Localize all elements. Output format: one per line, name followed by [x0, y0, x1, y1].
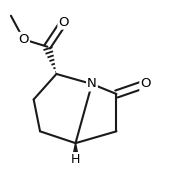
- Text: O: O: [18, 33, 29, 46]
- Text: N: N: [87, 77, 97, 90]
- Text: H: H: [71, 153, 80, 166]
- Text: O: O: [58, 16, 69, 29]
- Text: O: O: [140, 77, 151, 90]
- Polygon shape: [72, 143, 79, 160]
